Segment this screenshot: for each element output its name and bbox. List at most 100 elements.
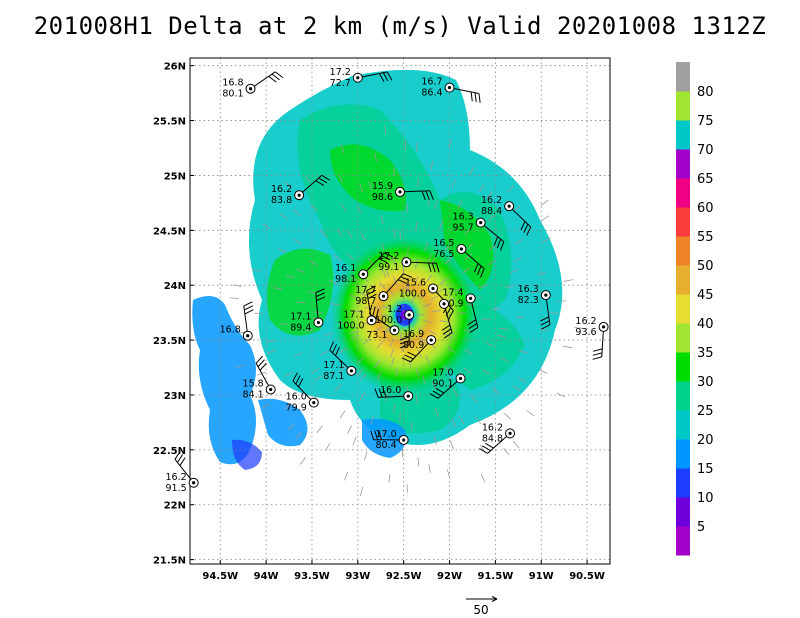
wind-vector	[336, 228, 343, 237]
wind-vector	[349, 275, 358, 282]
wind-vector	[439, 278, 448, 285]
station-value-1: 17.7	[355, 285, 376, 296]
station-value-2: 86.4	[421, 88, 442, 99]
wind-vector	[395, 367, 398, 378]
wind-vector	[499, 327, 509, 330]
wind-vector	[359, 392, 365, 401]
wind-barb-flag	[526, 226, 532, 236]
rain-field-region	[258, 398, 308, 447]
wind-barb-flag	[477, 265, 482, 275]
station: 16.198.1	[335, 252, 394, 285]
wind-vector	[293, 238, 302, 245]
reference-vector-label: 50	[473, 603, 488, 617]
station-value-2: 72.7	[330, 78, 351, 89]
wind-vector	[447, 346, 456, 353]
wind-vector	[515, 238, 524, 245]
wind-vector	[430, 257, 436, 266]
wind-barb-flag	[259, 362, 267, 371]
station: 17.798.7	[355, 273, 413, 307]
wind-vector	[448, 138, 452, 148]
wind-vector	[415, 221, 418, 231]
wind-barb-flag	[443, 332, 453, 339]
wind-vector	[252, 268, 261, 272]
wind-vector	[486, 191, 493, 200]
colorbar: 5 10 15 20 25 30 35 40 45 50 55 60 65 70 75 80	[676, 62, 714, 556]
wind-vector	[411, 421, 413, 432]
colorbar-label: 35	[697, 346, 714, 361]
station: 15.884.1	[243, 355, 276, 400]
wind-barb-flag	[378, 388, 383, 398]
wind-vector	[256, 371, 266, 376]
wind-vector	[382, 305, 391, 310]
wind-vector	[277, 247, 287, 253]
wind-barb-flag	[386, 71, 393, 81]
wind-vector	[330, 303, 340, 306]
station-value-1: 16.7	[421, 77, 442, 88]
wind-barb-flag	[482, 445, 491, 452]
rain-field-region	[330, 144, 406, 212]
wind-barb-flag	[295, 375, 301, 385]
wind-vector	[512, 440, 520, 449]
wind-vector	[518, 377, 527, 383]
station-marker-dot	[392, 328, 397, 332]
wind-vector	[349, 294, 359, 299]
station-value-2: 80.9	[403, 340, 424, 351]
wind-vector	[488, 244, 497, 251]
wind-barb-flag	[592, 352, 603, 356]
station: 16.382.3	[518, 284, 551, 330]
wind-barb-flag	[292, 372, 298, 382]
wind-vector	[417, 327, 425, 334]
wind-vector	[354, 311, 364, 313]
station: 73.1	[366, 304, 400, 341]
station-marker-dot	[248, 87, 253, 91]
wind-vector	[434, 408, 439, 417]
wind-barb-flag	[400, 344, 410, 349]
wind-vector	[279, 213, 288, 220]
station-value-1: 1.2	[387, 304, 402, 315]
colorbar-label: 50	[697, 259, 714, 274]
wind-barb-flag	[425, 190, 430, 200]
wind-vector	[384, 125, 387, 135]
wind-barb-flag	[378, 258, 388, 264]
wind-vector	[390, 348, 394, 358]
wind-barb-flag	[401, 357, 411, 363]
wind-vector	[344, 471, 349, 481]
wind-barb-flag	[332, 344, 338, 354]
colorbar-swatch	[676, 323, 690, 353]
wind-vector	[574, 327, 584, 329]
wind-vector	[380, 215, 384, 225]
wind-barb-flag	[334, 346, 340, 356]
colorbar-swatch	[676, 410, 690, 440]
wind-barb-staff	[383, 273, 404, 297]
station-marker-dot	[479, 221, 483, 225]
wind-barb-flag	[368, 304, 373, 314]
wind-vector	[466, 242, 474, 250]
wind-vector	[287, 423, 296, 430]
lat-tick-label: 23.5N	[153, 336, 186, 347]
wind-vector	[388, 473, 391, 483]
station-marker-dot	[246, 334, 250, 338]
station-marker-dot	[369, 318, 374, 322]
lat-tick-label: 21.5N	[153, 556, 186, 567]
lon-tick-label: 91W	[529, 571, 554, 582]
wind-vector	[349, 330, 359, 335]
wind-vector	[446, 330, 456, 335]
colorbar-swatch	[676, 352, 690, 382]
wind-vector	[305, 329, 315, 332]
wind-vector	[360, 486, 364, 496]
wind-vector	[418, 337, 424, 346]
wind-barb-flag	[592, 356, 602, 360]
wind-barb-flag	[321, 174, 331, 181]
wind-vector	[538, 369, 548, 374]
station-value-2: 80.1	[222, 89, 243, 100]
wind-vector	[374, 326, 383, 332]
station: 16.8	[220, 301, 254, 341]
wind-vector	[487, 260, 496, 266]
station-value-2: 76.5	[433, 249, 454, 260]
wind-vector	[384, 325, 393, 332]
station-marker-dot	[406, 394, 410, 398]
wind-barb-flag	[427, 262, 432, 273]
wind-barb-flag	[403, 273, 413, 278]
wind-vector	[519, 350, 528, 354]
